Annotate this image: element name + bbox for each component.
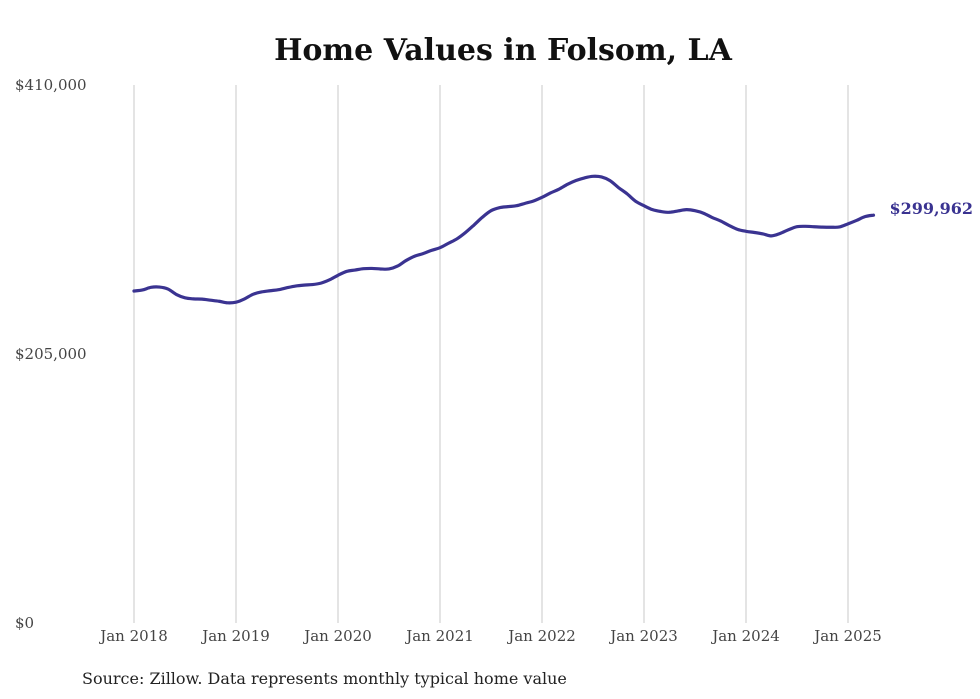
y-axis-ticks: $0 $205,000 $410,000 [15, 76, 87, 632]
y-tick-label: $0 [15, 614, 34, 632]
gridlines [133, 85, 849, 623]
source-note: Source: Zillow. Data represents monthly … [82, 669, 567, 688]
x-tick-label: Jan 2023 [608, 627, 678, 645]
x-tick-label: Jan 2019 [200, 627, 270, 645]
x-tick-label: Jan 2022 [506, 627, 576, 645]
series-line-home-value [132, 174, 876, 305]
x-tick-label: Jan 2021 [404, 627, 474, 645]
x-axis-ticks: Jan 2018 Jan 2019 Jan 2020 Jan 2021 Jan 2022… [98, 627, 882, 645]
x-tick-label: Jan 2018 [98, 627, 168, 645]
x-tick-label: Jan 2024 [710, 627, 780, 645]
x-tick-label: Jan 2020 [302, 627, 372, 645]
chart-title: Home Values in Folsom, LA [274, 33, 733, 68]
series-end-label: $299,962 [890, 199, 974, 218]
x-tick-label: Jan 2025 [812, 627, 882, 645]
y-tick-label: $205,000 [15, 345, 87, 363]
y-tick-label: $410,000 [15, 76, 87, 94]
